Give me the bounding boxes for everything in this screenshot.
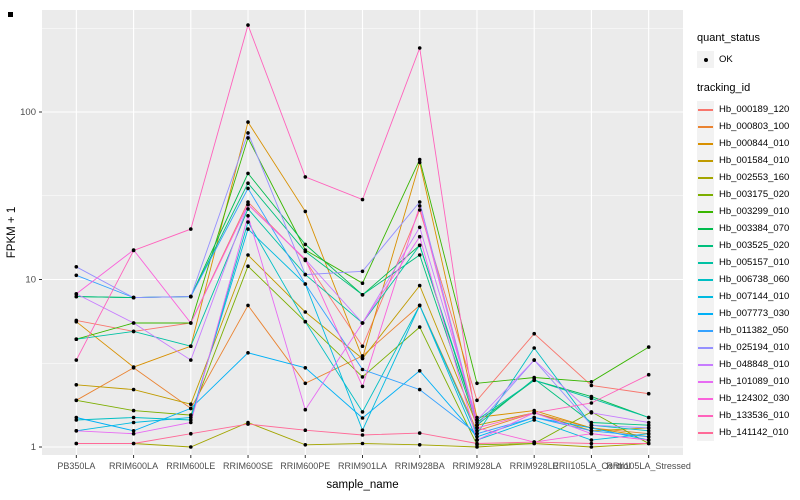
color-line-key — [697, 118, 714, 135]
x-tick-label: RRIM928BA — [395, 461, 445, 471]
color-line-key — [697, 271, 714, 288]
x-tick-label: RRIM600LA — [109, 461, 158, 471]
x-tick-label: RRII105LA_Control — [552, 461, 630, 471]
color-line-key — [697, 186, 714, 203]
legend-item-Hb_002553_160: Hb_002553_160 — [697, 169, 797, 186]
stray-dot — [8, 12, 13, 17]
y-tick-label: 1 — [31, 442, 36, 453]
color-line-key — [697, 254, 714, 271]
color-line-key — [697, 152, 714, 169]
y-tick-label: 10 — [25, 275, 36, 286]
legend-item-Hb_005157_010: Hb_005157_010 — [697, 254, 797, 271]
color-line-key — [697, 407, 714, 424]
legend-tracking-id: tracking_id Hb_000189_120 Hb_000803_100 Hb… — [697, 82, 797, 441]
legend-title-quant-status: quant_status — [697, 32, 760, 44]
legend-label: Hb_002553_160 — [719, 172, 790, 183]
legend-item-Hb_003299_010: Hb_003299_010 — [697, 203, 797, 220]
legend-item-Hb_133536_010: Hb_133536_010 — [697, 407, 797, 424]
x-tick-label: RRIM928LE — [510, 461, 559, 471]
black-point-icon — [703, 57, 708, 62]
x-tick-label: RRIM600LE — [166, 461, 215, 471]
legend-label: Hb_048848_010 — [719, 359, 790, 370]
legend-label: Hb_005157_010 — [719, 257, 790, 268]
legend-label: Hb_006738_060 — [719, 274, 790, 285]
color-line-key — [697, 169, 714, 186]
axes: 1 10 100 PB350LA RRIM600LA RRIM600LE RRIM600SE… — [20, 107, 691, 471]
legend-item-Hb_001584_010: Hb_001584_010 — [697, 152, 797, 169]
color-line-key — [697, 373, 714, 390]
legend-label: Hb_003525_020 — [719, 240, 790, 251]
data-points — [74, 23, 651, 449]
legend-item-Hb_000189_120: Hb_000189_120 — [697, 101, 797, 118]
color-line-key — [697, 339, 714, 356]
x-tick-label: RRIM600PE — [280, 461, 330, 471]
legend-item-Hb_000844_010: Hb_000844_010 — [697, 135, 797, 152]
legend-item-Hb_011382_050: Hb_011382_050 — [697, 322, 797, 339]
y-axis-title: FPKM + 1 — [6, 207, 18, 258]
color-line-key — [697, 424, 714, 441]
legend: quant_status OK tracking_id Hb_000189_12… — [697, 32, 797, 455]
legend-label: Hb_000844_010 — [719, 138, 790, 149]
legend-item-Hb_025194_010: Hb_025194_010 — [697, 339, 797, 356]
legend-label: Hb_003175_020 — [719, 189, 790, 200]
legend-item-Hb_048848_010: Hb_048848_010 — [697, 356, 797, 373]
color-line-key — [697, 322, 714, 339]
x-axis-title: sample_name — [326, 479, 398, 491]
legend-label: Hb_025194_010 — [719, 342, 790, 353]
color-line-key — [697, 135, 714, 152]
color-line-key — [697, 237, 714, 254]
gridlines — [42, 10, 683, 455]
legend-entries: Hb_000189_120 Hb_000803_100 Hb_000844_010 H… — [697, 101, 797, 441]
legend-item-Hb_007144_010: Hb_007144_010 — [697, 288, 797, 305]
legend-quant-status: quant_status OK — [697, 32, 797, 68]
legend-item-ok: OK — [697, 51, 797, 68]
color-line-key — [697, 356, 714, 373]
legend-item-Hb_101089_010: Hb_101089_010 — [697, 373, 797, 390]
x-tick-label: RRIM901LA — [338, 461, 387, 471]
legend-label: Hb_003384_070 — [719, 223, 790, 234]
legend-label: Hb_000803_100 — [719, 121, 790, 132]
legend-item-Hb_003175_020: Hb_003175_020 — [697, 186, 797, 203]
legend-item-Hb_124302_030: Hb_124302_030 — [697, 390, 797, 407]
x-tick-label: RRIM928LA — [452, 461, 501, 471]
color-line-key — [697, 101, 714, 118]
legend-item-Hb_003525_020: Hb_003525_020 — [697, 237, 797, 254]
x-tick-label: RRII105LA_Stressed — [606, 461, 691, 471]
color-line-key — [697, 288, 714, 305]
color-line-key — [697, 220, 714, 237]
x-tick-label: RRIM600SE — [223, 461, 273, 471]
legend-label: Hb_007144_010 — [719, 291, 790, 302]
color-line-key — [697, 203, 714, 220]
legend-label: Hb_133536_010 — [719, 410, 790, 421]
legend-label: Hb_101089_010 — [719, 376, 790, 387]
legend-item-Hb_006738_060: Hb_006738_060 — [697, 271, 797, 288]
legend-item-Hb_003384_070: Hb_003384_070 — [697, 220, 797, 237]
legend-label: Hb_007773_030 — [719, 308, 790, 319]
legend-label: Hb_001584_010 — [719, 155, 790, 166]
legend-label: Hb_011382_050 — [719, 325, 789, 336]
legend-label: Hb_124302_030 — [719, 393, 790, 404]
legend-item-Hb_007773_030: Hb_007773_030 — [697, 305, 797, 322]
y-tick-label: 100 — [20, 107, 36, 118]
ok-point-key — [697, 51, 714, 68]
color-line-key — [697, 390, 714, 407]
legend-item-Hb_141142_010: Hb_141142_010 — [697, 424, 797, 441]
legend-item-Hb_000803_100: Hb_000803_100 — [697, 118, 797, 135]
legend-label-ok: OK — [719, 54, 733, 65]
legend-title-tracking-id: tracking_id — [697, 82, 751, 94]
color-line-key — [697, 305, 714, 322]
legend-label: Hb_003299_010 — [719, 206, 790, 217]
legend-label: Hb_000189_120 — [719, 104, 790, 115]
x-tick-label: PB350LA — [57, 461, 95, 471]
legend-label: Hb_141142_010 — [719, 427, 789, 438]
